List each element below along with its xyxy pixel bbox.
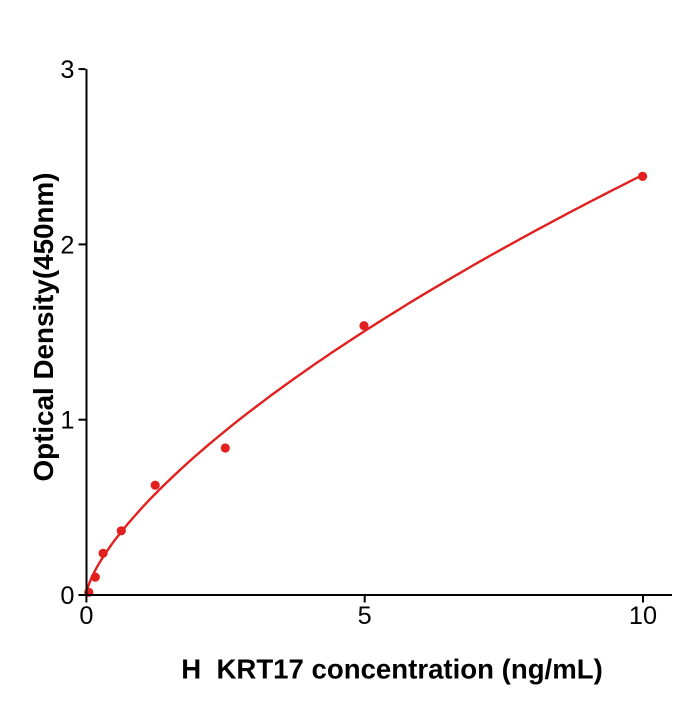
- svg-text:5: 5: [358, 602, 372, 630]
- svg-text:2: 2: [60, 231, 74, 259]
- svg-text:0: 0: [79, 602, 93, 630]
- svg-text:1: 1: [60, 407, 74, 435]
- svg-text:0: 0: [60, 582, 74, 610]
- svg-text:10: 10: [629, 602, 657, 630]
- svg-text:3: 3: [60, 56, 74, 84]
- svg-text:Optical Density(450nm): Optical Density(450nm): [28, 173, 59, 482]
- svg-text:H KRT17 concentration (ng/mL): H KRT17 concentration (ng/mL): [181, 653, 603, 684]
